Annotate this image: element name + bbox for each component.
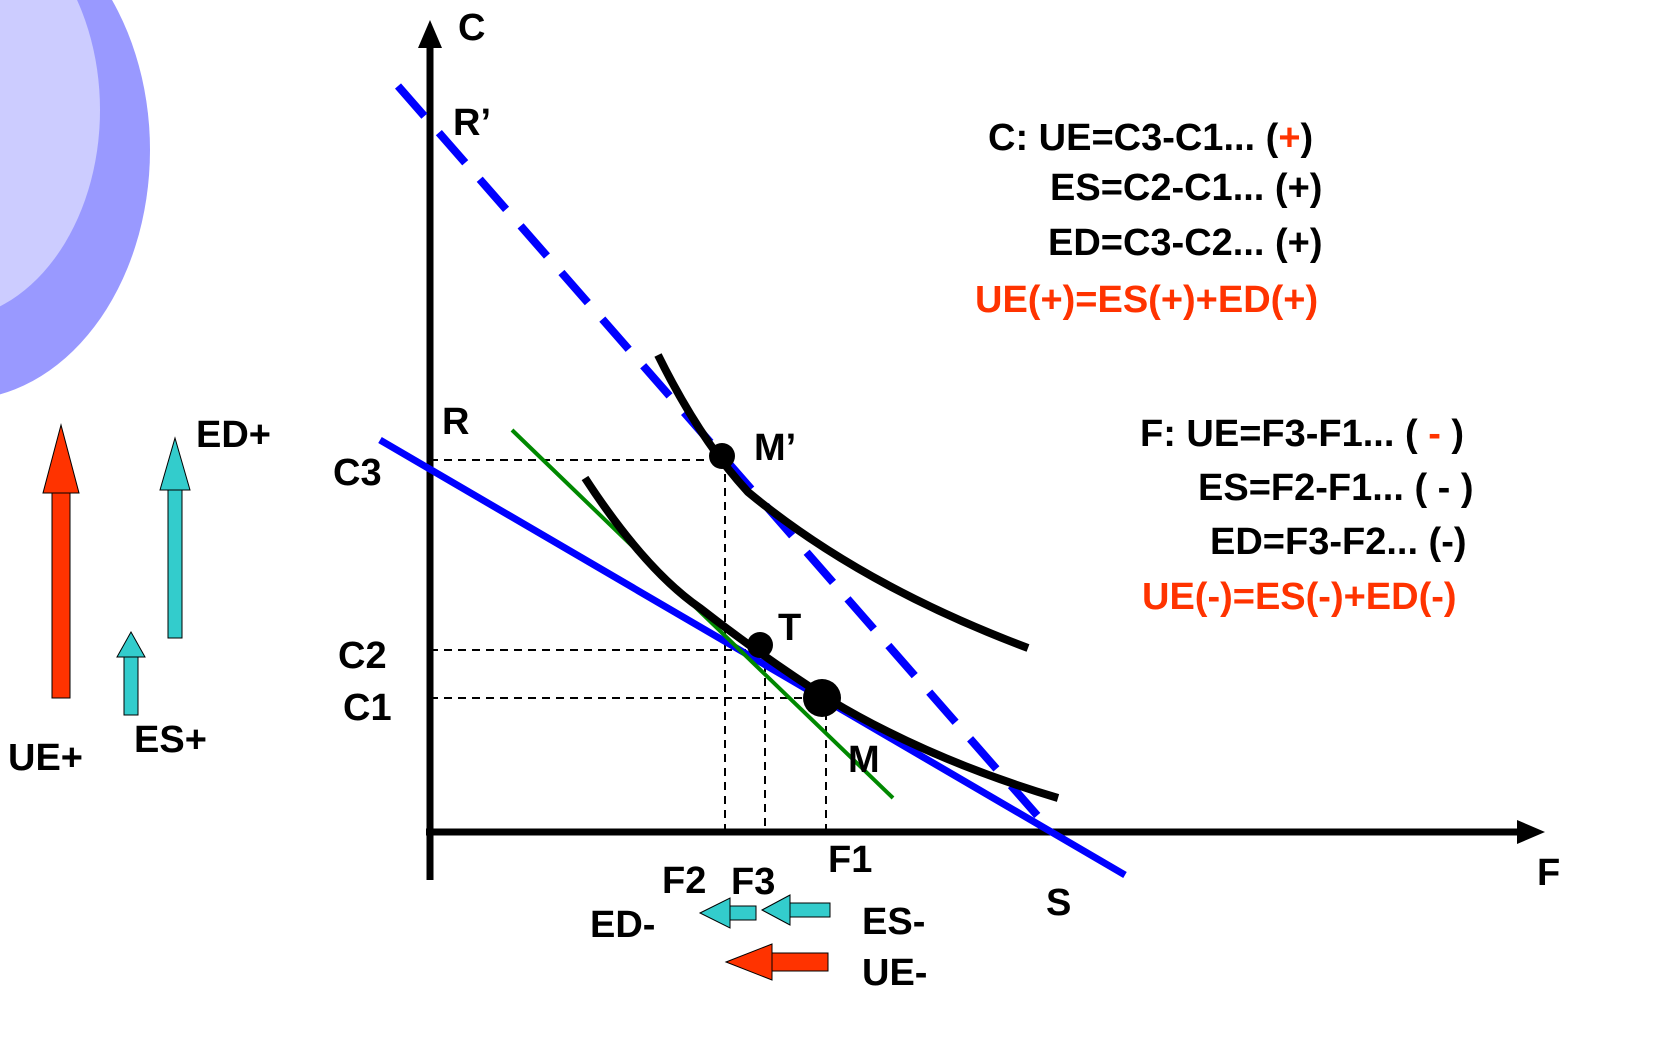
es-minus-arrow <box>760 894 831 926</box>
f-eq-line1: F: UE=F3-F1... ( - ) <box>1140 413 1464 455</box>
label-m-prime: M’ <box>754 427 796 469</box>
c-eq-line2: ES=C2-C1... (+) <box>1050 167 1322 209</box>
x-axis-arrowhead <box>1517 820 1545 844</box>
tick-c1: C1 <box>343 687 392 729</box>
label-m: M <box>848 739 880 781</box>
tick-c3: C3 <box>333 452 382 494</box>
point-m <box>803 679 841 717</box>
f-eq-line3: ED=F3-F2... (-) <box>1210 521 1467 563</box>
es-minus-label: ES- <box>862 901 925 943</box>
f-eq-line2: ES=F2-F1... ( - ) <box>1198 467 1474 509</box>
ue-plus-label: UE+ <box>8 737 83 779</box>
ue-minus-arrow <box>724 943 829 981</box>
label-r-prime: R’ <box>453 102 491 144</box>
budget-line-rs <box>378 436 1127 879</box>
budget-line-r-prime <box>394 83 1054 833</box>
f-equations: F: UE=F3-F1... ( - ) ES=F2-F1... ( - ) E… <box>1140 413 1474 618</box>
point-t <box>747 632 773 658</box>
point-m-prime <box>709 443 735 469</box>
c-equations: C: UE=C3-C1... (+) ES=C2-C1... (+) ED=C3… <box>975 117 1323 321</box>
decorative-circle <box>0 0 150 395</box>
c-eq-line1: C: UE=C3-C1... (+) <box>988 117 1313 159</box>
indifference-curve-high <box>654 353 1030 652</box>
c-eq-line3: ED=C3-C2... (+) <box>1048 222 1323 264</box>
guide-lines <box>430 459 827 835</box>
f-eq-line4: UE(-)=ES(-)+ED(-) <box>1142 576 1457 618</box>
tick-c2: C2 <box>338 635 387 677</box>
ed-minus-arrow <box>698 897 757 929</box>
ed-minus-label: ED- <box>590 904 655 946</box>
y-axis-label: C <box>458 7 485 49</box>
label-r: R <box>442 401 469 443</box>
es-plus-arrow <box>116 630 146 716</box>
axes <box>418 20 1545 880</box>
label-t: T <box>778 607 801 649</box>
ue-minus-label: UE- <box>862 952 927 994</box>
tick-f2: F2 <box>662 860 706 902</box>
x-axis-label: F <box>1537 852 1560 894</box>
c-eq-line4: UE(+)=ES(+)+ED(+) <box>975 279 1318 321</box>
label-s: S <box>1046 882 1071 924</box>
tick-f3: F3 <box>731 861 775 903</box>
tick-f1: F1 <box>828 839 872 881</box>
indifference-curve-low <box>581 475 1060 802</box>
ed-plus-label: ED+ <box>196 414 271 456</box>
y-axis-arrowhead <box>418 20 442 48</box>
ed-plus-arrow <box>159 436 191 639</box>
ue-plus-arrow <box>42 423 80 699</box>
es-plus-label: ES+ <box>134 719 207 761</box>
